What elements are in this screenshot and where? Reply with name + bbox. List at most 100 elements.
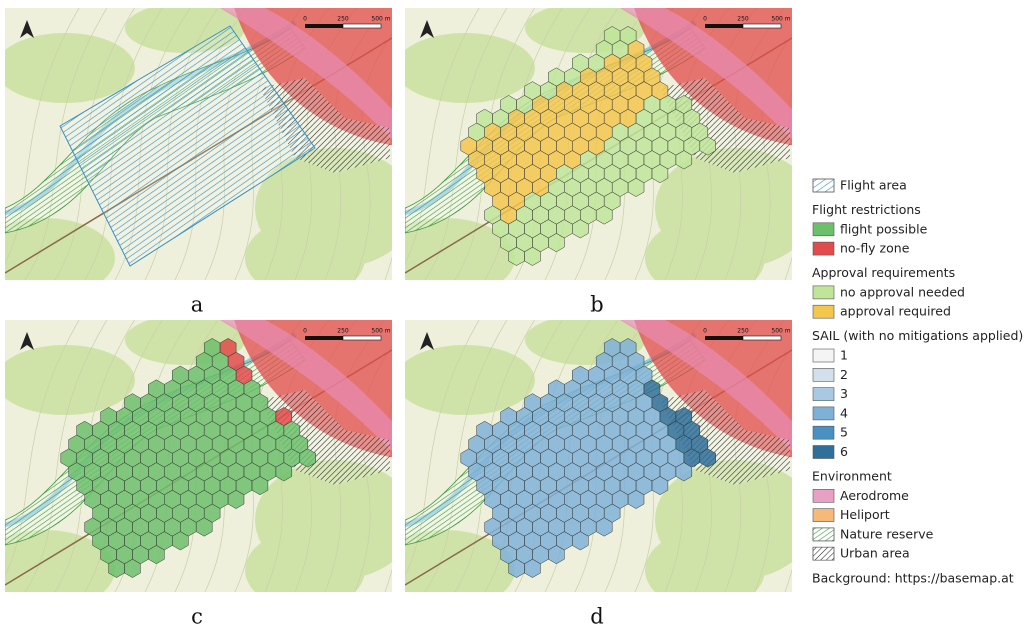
scale-bar-black	[705, 336, 743, 340]
legend-swatch-pattern	[812, 546, 835, 561]
north-arrow	[420, 332, 434, 350]
map-panel: 0 250 500 m	[405, 8, 792, 280]
panel-label: b	[590, 293, 603, 317]
no-fly-zone	[234, 320, 392, 458]
legend-swatch	[812, 445, 835, 459]
forest	[5, 218, 115, 280]
aerodrome	[220, 8, 392, 140]
hex-cell	[227, 489, 245, 509]
forest	[405, 530, 515, 592]
scale-bar-black	[305, 336, 343, 340]
scale-bar-white	[342, 335, 382, 341]
forest	[405, 218, 515, 280]
scale-label: 250	[737, 328, 749, 335]
legend-label: flight possible	[840, 221, 928, 236]
legend-swatch-pattern	[812, 178, 835, 193]
scale-bar-white	[742, 335, 782, 341]
scale-bar-black	[705, 24, 743, 28]
hex-cell	[627, 489, 645, 509]
no-fly-zone	[634, 8, 792, 146]
legend-swatch	[812, 367, 835, 382]
scale-label: 500 m	[771, 328, 790, 335]
panel-label: c	[191, 605, 203, 629]
scale-label: 250	[737, 16, 749, 23]
aerodrome	[220, 320, 392, 452]
flight-area	[59, 25, 316, 267]
legend-swatch	[812, 222, 835, 237]
scale-label: 500 m	[371, 16, 390, 23]
legend-label: 1	[840, 348, 848, 363]
legend-heading: Approval requirements	[812, 265, 955, 280]
legend-swatch	[812, 425, 835, 440]
forest	[645, 218, 765, 280]
panel-label: d	[590, 605, 603, 629]
forest	[405, 345, 535, 415]
legend-swatch-pattern	[812, 527, 835, 542]
legend-swatch	[812, 241, 835, 256]
forest	[5, 33, 135, 103]
map-panel: 0 250 500 m	[5, 8, 392, 280]
legend-heading: Flight restrictions	[812, 202, 921, 217]
legend-label: no approval needed	[840, 284, 965, 299]
legend-label: 4	[840, 405, 848, 420]
legend-label: no-fly zone	[840, 241, 910, 256]
legend-heading: Environment	[812, 469, 892, 484]
forest	[5, 530, 115, 592]
legend-label: Flight area	[840, 178, 907, 193]
legend-label: approval required	[840, 304, 951, 319]
hex-cell	[675, 462, 693, 482]
hex-cell	[275, 462, 293, 482]
scale-label: 250	[337, 16, 349, 23]
map-content	[5, 320, 392, 592]
legend-swatch	[812, 387, 835, 401]
contour	[405, 320, 480, 576]
forest	[405, 33, 535, 103]
legend-swatch	[812, 406, 835, 421]
map-content	[405, 320, 792, 592]
hex-cell	[299, 448, 316, 468]
hex-cell	[524, 246, 541, 266]
scale-bar-white	[342, 23, 382, 29]
map-panel: 0 250 500 m	[405, 320, 792, 592]
contour	[784, 90, 792, 280]
contour	[424, 320, 508, 592]
hex-cell	[124, 558, 141, 578]
scale-label: 0	[303, 16, 307, 23]
aerodrome	[620, 8, 792, 140]
hex-cell	[699, 448, 716, 468]
contour	[424, 8, 508, 280]
scale-label: 0	[303, 328, 307, 335]
legend-label: 5	[840, 425, 848, 440]
hex-cell	[595, 517, 613, 537]
legend-heading: SAIL (with no mitigations applied)	[812, 328, 1023, 343]
legend-label: 2	[840, 367, 848, 382]
legend-label: Urban area	[840, 546, 910, 561]
hex-cell	[651, 164, 669, 184]
legend-swatch	[812, 304, 835, 319]
legend-swatch	[812, 285, 835, 300]
panel-label: a	[191, 293, 204, 317]
hex-cell	[651, 476, 669, 496]
legend-label: Nature reserve	[840, 526, 934, 541]
hex-cell	[251, 476, 269, 496]
legend-swatch	[812, 348, 835, 363]
scale-label: 500 m	[771, 16, 790, 23]
hex-cell	[172, 531, 189, 551]
map-panel: 0 250 500 m	[5, 320, 392, 592]
contour	[5, 8, 80, 264]
forest	[645, 530, 765, 592]
forest	[245, 530, 365, 592]
forest	[5, 345, 135, 415]
hex-cell	[148, 545, 165, 565]
hex-cell	[595, 205, 613, 225]
legend-swatch	[812, 488, 835, 503]
legend-label: Aerodrome	[840, 488, 909, 503]
scale-label: 250	[337, 328, 349, 335]
map-content	[5, 8, 392, 280]
hex-cell	[195, 517, 213, 537]
aerodrome	[620, 320, 792, 452]
map-content	[405, 8, 792, 280]
scale-bar-white	[742, 23, 782, 29]
legend-swatch	[812, 508, 835, 522]
